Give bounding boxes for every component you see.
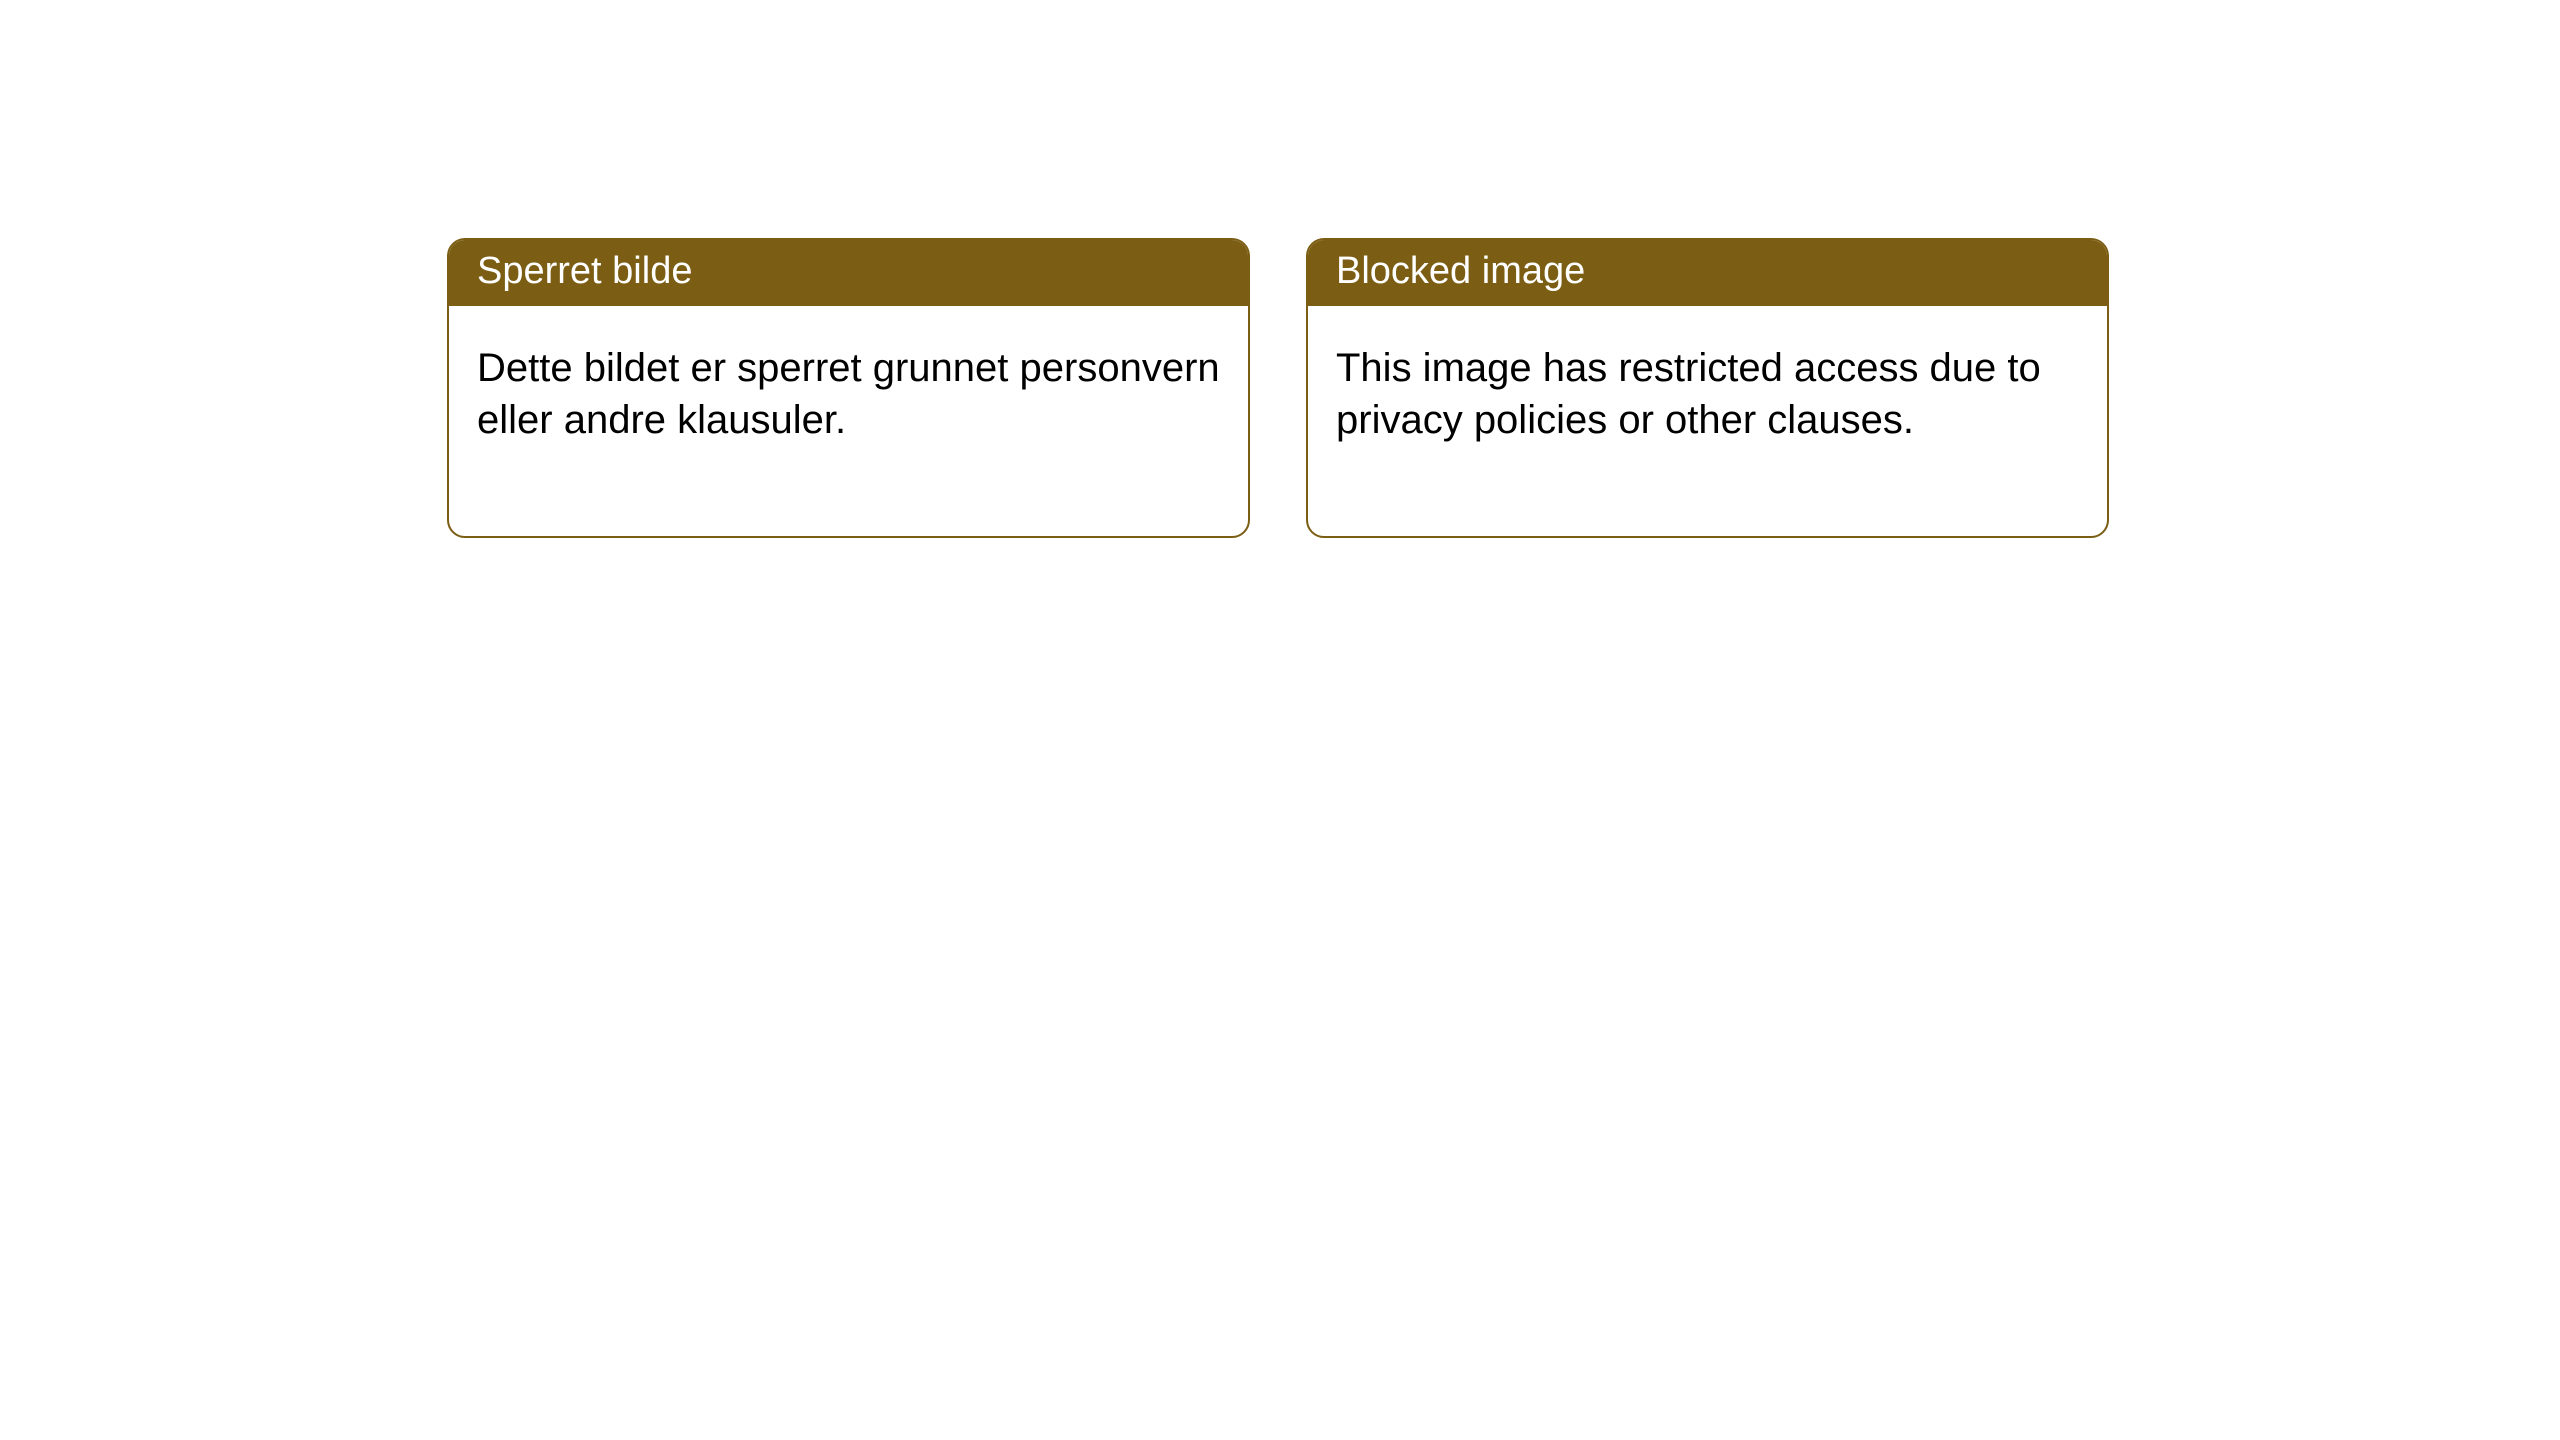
notice-card-body: Dette bildet er sperret grunnet personve… — [449, 306, 1248, 536]
notice-card-title: Sperret bilde — [449, 240, 1248, 306]
notice-card-english: Blocked image This image has restricted … — [1306, 238, 2109, 538]
notice-card-body: This image has restricted access due to … — [1308, 306, 2107, 536]
notice-card-title: Blocked image — [1308, 240, 2107, 306]
notice-container: Sperret bilde Dette bildet er sperret gr… — [447, 238, 2109, 538]
notice-card-norwegian: Sperret bilde Dette bildet er sperret gr… — [447, 238, 1250, 538]
